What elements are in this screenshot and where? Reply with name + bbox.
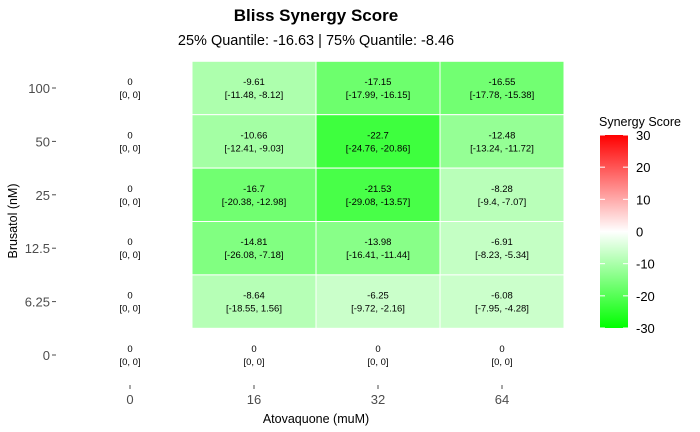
- cell-ci-label: [0, 0]: [491, 357, 512, 368]
- heatmap-cell: [191, 114, 317, 169]
- cell-labels: 0 [0, 0] -9.61 [-11.48, -8.12] -17.15 [-17.99…: [119, 77, 534, 368]
- cell-ci-label: [0, 0]: [119, 250, 140, 261]
- y-tick-label: 25: [36, 188, 50, 203]
- y-tick-label: 0: [43, 348, 50, 363]
- legend-tick-label: -30: [636, 321, 655, 336]
- cell-ci-label: [0, 0]: [119, 357, 140, 368]
- cell-value-label: -14.81: [241, 237, 268, 248]
- heatmap-cell: [191, 60, 317, 116]
- chart-title: Bliss Synergy Score: [234, 6, 398, 25]
- y-tick-label: 50: [36, 134, 50, 149]
- legend-tick-label: 10: [636, 192, 650, 207]
- heatmap-cell: [315, 274, 441, 329]
- legend-tick-label: -10: [636, 257, 655, 272]
- cell-ci-label: [-13.24, -11.72]: [470, 143, 534, 154]
- cell-value-label: -6.91: [491, 237, 513, 248]
- heatmap-cells: [191, 60, 565, 329]
- cell-value-label: -10.66: [241, 130, 268, 141]
- heatmap-cell: [315, 60, 441, 116]
- cell-value-label: -6.25: [367, 291, 389, 302]
- heatmap-cell: [439, 114, 565, 169]
- x-axis-title: Atovaquone (muM): [263, 412, 369, 426]
- legend-title: Synergy Score: [599, 115, 681, 129]
- legend-tick-label: -20: [636, 289, 655, 304]
- x-tick-label: 0: [126, 392, 133, 407]
- cell-value-label: 0: [127, 344, 132, 355]
- cell-value-label: 0: [127, 77, 132, 88]
- cell-ci-label: [-7.95, -4.28]: [475, 304, 529, 315]
- chart-subtitle: 25% Quantile: -16.63 | 75% Quantile: -8.…: [178, 33, 454, 49]
- x-tick-label: 16: [247, 392, 261, 407]
- cell-ci-label: [-12.41, -9.03]: [224, 143, 283, 154]
- cell-ci-label: [-20.38, -12.98]: [222, 197, 286, 208]
- cell-value-label: -12.48: [489, 130, 516, 141]
- cell-value-label: -16.55: [489, 77, 516, 88]
- heatmap-cell: [315, 167, 441, 223]
- cell-ci-label: [-17.78, -15.38]: [470, 90, 534, 101]
- cell-value-label: -16.7: [243, 184, 265, 195]
- cell-value-label: -13.98: [365, 237, 392, 248]
- heatmap-cell: [315, 114, 441, 169]
- cell-ci-label: [0, 0]: [119, 304, 140, 315]
- cell-ci-label: [-24.76, -20.86]: [346, 143, 410, 154]
- cell-value-label: -21.53: [365, 184, 392, 195]
- heatmap-cell: [191, 274, 317, 329]
- cell-ci-label: [-16.41, -11.44]: [346, 250, 410, 261]
- cell-value-label: -22.7: [367, 130, 389, 141]
- y-tick-label: 12.5: [25, 241, 50, 256]
- cell-ci-label: [-29.08, -13.57]: [346, 197, 410, 208]
- y-axis: 0 6.25 12.5 25 50 100: [25, 81, 56, 363]
- cell-ci-label: [-11.48, -8.12]: [225, 90, 283, 101]
- y-tick-label: 6.25: [25, 295, 50, 310]
- heatmap-cell: [439, 274, 565, 329]
- cell-value-label: -8.64: [243, 291, 265, 302]
- cell-ci-label: [-9.4, -7.07]: [478, 197, 527, 208]
- heatmap-cell: [439, 60, 565, 116]
- cell-value-label: -6.08: [491, 291, 513, 302]
- cell-value-label: 0: [499, 344, 504, 355]
- cell-value-label: 0: [127, 184, 132, 195]
- cell-value-label: -17.15: [365, 77, 392, 88]
- color-legend: Synergy Score 30 20 10 0 -10 -20 -30: [599, 115, 681, 336]
- cell-ci-label: [-26.08, -7.18]: [224, 250, 283, 261]
- cell-ci-label: [0, 0]: [119, 143, 140, 154]
- cell-value-label: -8.28: [491, 184, 513, 195]
- y-tick-label: 100: [28, 81, 50, 96]
- cell-value-label: 0: [127, 130, 132, 141]
- x-axis: 0 16 32 64: [126, 385, 509, 407]
- legend-tick-label: 0: [636, 225, 643, 240]
- x-tick-label: 64: [495, 392, 509, 407]
- cell-ci-label: [-18.55, 1.56]: [226, 304, 282, 315]
- x-tick-label: 32: [371, 392, 385, 407]
- legend-tick-label: 30: [636, 128, 650, 143]
- heatmap-cell: [439, 221, 565, 276]
- heatmap-cell: [191, 221, 317, 276]
- cell-ci-label: [0, 0]: [367, 357, 388, 368]
- legend-tick-label: 20: [636, 160, 650, 175]
- cell-ci-label: [0, 0]: [119, 90, 140, 101]
- cell-ci-label: [-9.72, -2.16]: [351, 304, 405, 315]
- cell-value-label: 0: [375, 344, 380, 355]
- cell-ci-label: [0, 0]: [243, 357, 264, 368]
- cell-value-label: -9.61: [243, 77, 265, 88]
- y-axis-title: Brusatol (nM): [6, 183, 20, 258]
- cell-value-label: 0: [251, 344, 256, 355]
- cell-ci-label: [-17.99, -16.15]: [346, 90, 410, 101]
- cell-ci-label: [0, 0]: [119, 197, 140, 208]
- cell-ci-label: [-8.23, -5.34]: [475, 250, 529, 261]
- cell-value-label: 0: [127, 291, 132, 302]
- cell-value-label: 0: [127, 237, 132, 248]
